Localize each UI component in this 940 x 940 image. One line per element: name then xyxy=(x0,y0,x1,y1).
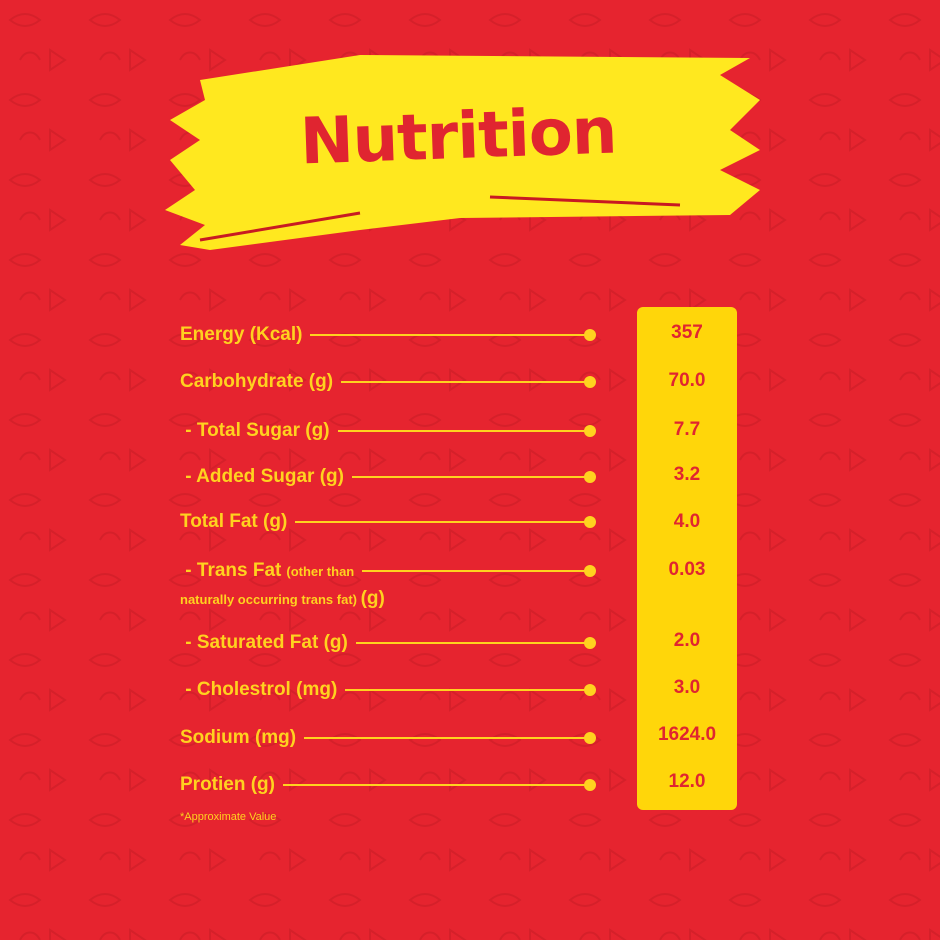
nutrient-label: - Cholestrol (mg) xyxy=(180,679,338,700)
trans-fat-label-line2: naturally occurring trans fat) (g) xyxy=(180,588,385,610)
leader-line xyxy=(337,430,586,432)
leader-line xyxy=(310,334,586,336)
values-panel xyxy=(637,307,737,810)
dot-icon xyxy=(584,516,596,528)
nutrient-label: - Total Sugar (g) xyxy=(180,420,330,441)
nutrient-value-trans-fat: 0.03 xyxy=(668,559,706,580)
dot-icon xyxy=(584,376,596,388)
nutrient-label-note: (other than xyxy=(286,563,355,579)
dot-icon xyxy=(584,329,596,341)
leader-line xyxy=(304,737,586,739)
dot-icon xyxy=(584,732,596,744)
nutrient-row-total-sugar: - Total Sugar (g) xyxy=(180,419,596,443)
trans-fat-note: naturally occurring trans fat) xyxy=(180,592,357,607)
nutrient-value-sodium: 1624.0 xyxy=(657,724,717,745)
nutrient-value-total-fat: 4.0 xyxy=(673,511,701,532)
nutrient-row-added-sugar: - Added Sugar (g) xyxy=(180,465,596,489)
nutrient-row-sodium: Sodium (mg) xyxy=(180,726,596,750)
leader-line xyxy=(362,570,586,572)
leader-line xyxy=(345,689,586,691)
nutrient-label: - Trans Fat xyxy=(180,560,282,581)
dot-icon xyxy=(584,779,596,791)
nutrient-row-trans-fat: - Trans Fat (other than xyxy=(180,559,596,583)
nutrient-value-energy: 357 xyxy=(671,322,703,343)
nutrient-row-energy: Energy (Kcal) xyxy=(180,323,596,347)
leader-line xyxy=(283,784,586,786)
leader-line xyxy=(351,476,586,478)
trans-fat-unit: (g) xyxy=(360,588,385,609)
leader-line xyxy=(341,381,586,383)
dot-icon xyxy=(584,471,596,483)
nutrient-row-saturated-fat: - Saturated Fat (g) xyxy=(180,631,596,655)
page-title: Nutrition xyxy=(298,94,618,180)
dot-icon xyxy=(584,565,596,577)
nutrient-label: Carbohydrate (g) xyxy=(180,371,334,392)
leader-line xyxy=(355,642,586,644)
nutrient-label: Energy (Kcal) xyxy=(180,324,303,345)
nutrient-label: - Added Sugar (g) xyxy=(180,466,344,487)
nutrient-label: - Saturated Fat (g) xyxy=(180,632,348,653)
nutrient-value-saturated-fat: 2.0 xyxy=(673,630,701,651)
yellow-brush-stroke-banner xyxy=(165,55,760,250)
dot-icon xyxy=(584,684,596,696)
nutrient-value-protien: 12.0 xyxy=(668,771,706,792)
nutrient-label: Protien (g) xyxy=(180,774,275,795)
nutrient-value-total-sugar: 7.7 xyxy=(673,419,701,440)
nutrient-label: Sodium (mg) xyxy=(180,727,297,748)
nutrient-row-total-fat: Total Fat (g) xyxy=(180,510,596,534)
nutrient-row-cholestrol: - Cholestrol (mg) xyxy=(180,678,596,702)
dot-icon xyxy=(584,637,596,649)
dot-icon xyxy=(584,425,596,437)
nutrient-row-carbohydrate: Carbohydrate (g) xyxy=(180,370,596,394)
nutrient-value-carbohydrate: 70.0 xyxy=(668,370,706,391)
leader-line xyxy=(295,521,586,523)
nutrient-value-added-sugar: 3.2 xyxy=(673,464,701,485)
nutrient-label: Total Fat (g) xyxy=(180,511,288,532)
nutrient-value-cholestrol: 3.0 xyxy=(673,677,701,698)
footnote: *Approximate Value xyxy=(180,811,277,823)
nutrient-row-protien: Protien (g) xyxy=(180,773,596,797)
